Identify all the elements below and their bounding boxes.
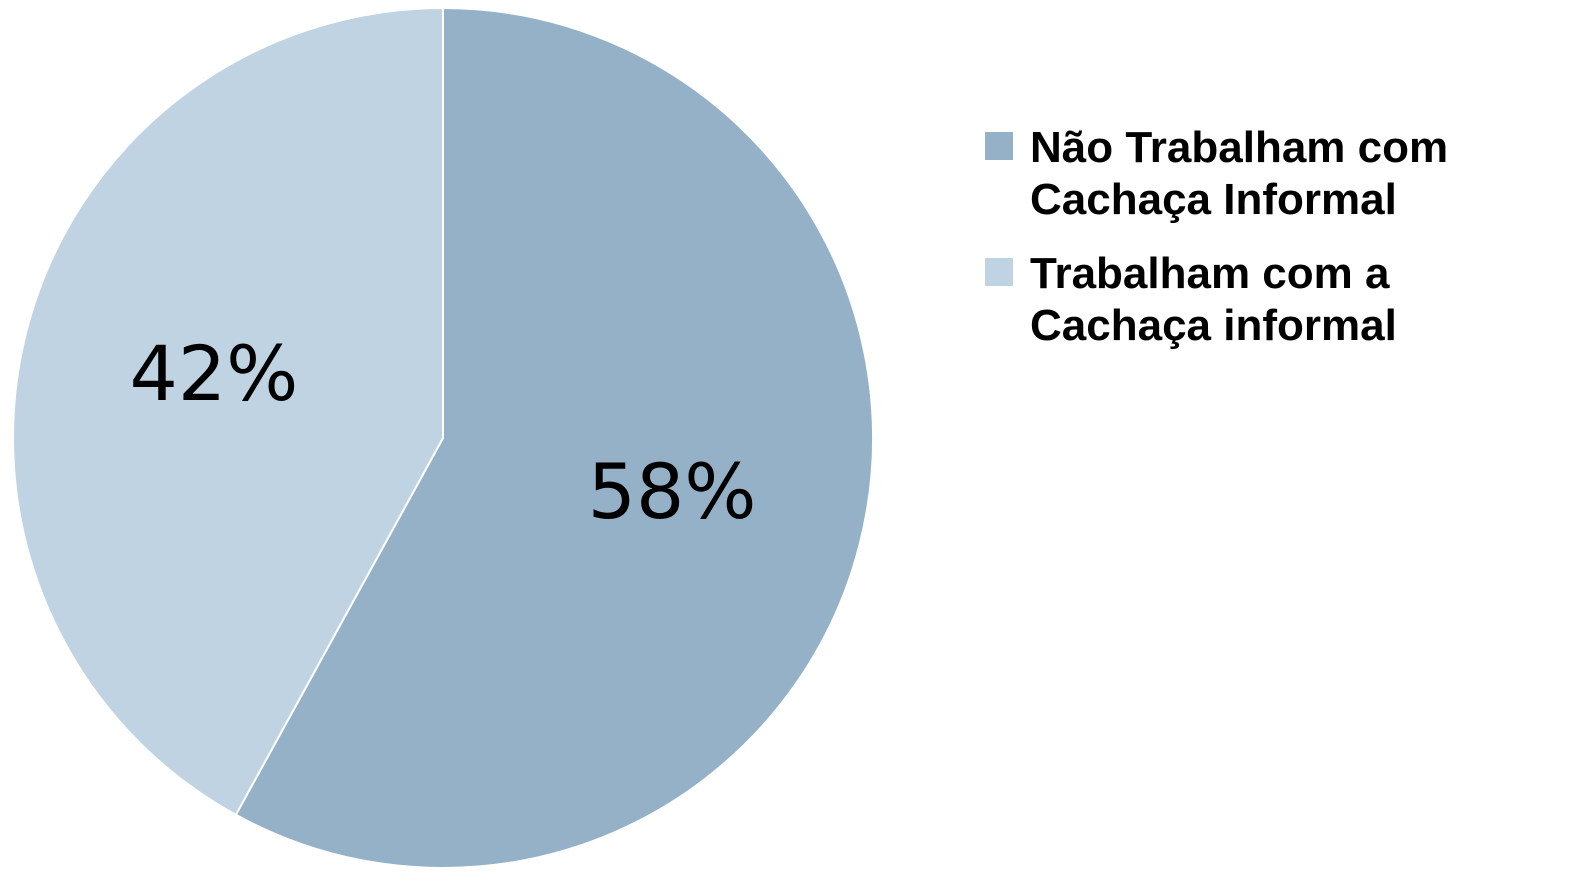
slice-label: 42% bbox=[129, 329, 298, 418]
legend: Não Trabalham com Cachaça Informal Trabal… bbox=[985, 122, 1585, 374]
legend-label: Trabalham com a Cachaça informal bbox=[1030, 249, 1397, 350]
pie-slice bbox=[12, 6, 444, 817]
legend-item: Não Trabalham com Cachaça Informal bbox=[985, 122, 1585, 226]
legend-label: Não Trabalham com Cachaça Informal bbox=[1030, 123, 1449, 224]
pie-slice bbox=[234, 6, 874, 869]
legend-swatch bbox=[985, 258, 1013, 286]
chart: 58% 42% bbox=[12, 6, 874, 869]
slice-label: 58% bbox=[588, 447, 757, 536]
legend-item: Trabalham com a Cachaça informal bbox=[985, 248, 1585, 352]
legend-swatch bbox=[985, 132, 1013, 160]
